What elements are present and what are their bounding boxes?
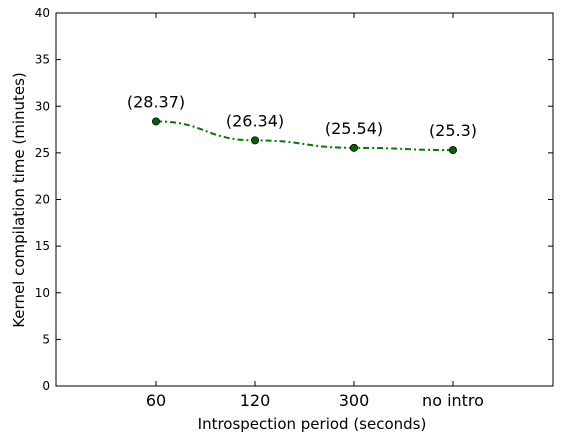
x-axis-label: Introspection period (seconds) [198, 415, 427, 433]
data-point [350, 144, 357, 151]
y-tick-label: 15 [35, 239, 50, 253]
data-point [152, 118, 159, 125]
data-label: (25.3) [429, 121, 477, 140]
series-line [156, 121, 453, 150]
y-axis-ticks: 0 5 10 15 20 25 30 35 40 [35, 6, 553, 393]
y-axis-label: Kernel compilation time (minutes) [10, 72, 28, 328]
y-tick-label: 35 [35, 53, 50, 67]
y-tick-label: 40 [35, 6, 50, 20]
data-label: (26.34) [226, 111, 284, 130]
x-tick-label: 120 [240, 391, 271, 410]
y-tick-label: 30 [35, 99, 50, 113]
data-labels: (28.37) (26.34) (25.54) (25.3) [127, 92, 477, 140]
y-tick-label: 25 [35, 146, 50, 160]
x-tick-label: no intro [422, 391, 484, 410]
x-axis-ticks: 60 120 300 no intro [146, 13, 484, 410]
series [152, 118, 456, 154]
y-tick-label: 0 [42, 379, 50, 393]
data-point [449, 146, 456, 153]
plot-frame [56, 13, 553, 386]
y-tick-label: 20 [35, 193, 50, 207]
data-point [251, 137, 258, 144]
y-tick-label: 10 [35, 286, 50, 300]
axes [56, 13, 553, 386]
y-tick-label: 5 [42, 332, 50, 346]
data-label: (25.54) [325, 119, 383, 138]
x-tick-label: 300 [339, 391, 370, 410]
x-tick-label: 60 [146, 391, 166, 410]
data-label: (28.37) [127, 92, 185, 111]
